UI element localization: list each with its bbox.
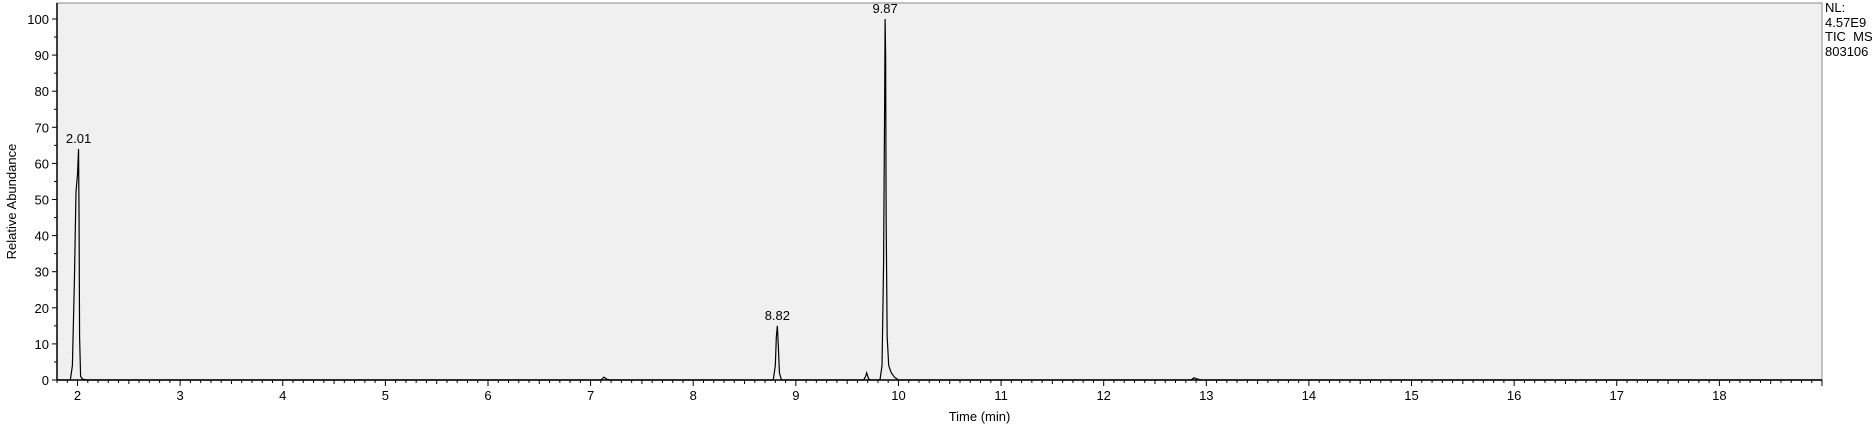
plot-area bbox=[56, 2, 1823, 381]
y-tick-label: 40 bbox=[35, 229, 49, 244]
x-tick-label: 4 bbox=[279, 388, 286, 403]
x-tick-label: 8 bbox=[690, 388, 697, 403]
y-tick-label: 30 bbox=[35, 265, 49, 280]
peak-label: 2.01 bbox=[66, 131, 91, 146]
scan-filter: TIC MS bbox=[1825, 29, 1873, 44]
nl-label: NL: bbox=[1825, 0, 1846, 15]
tick-labels: 2 3 4 5 6 7 8 9 10 11 12 13 14 15 16 17 18 0 10 20 30 40 50 60 7… bbox=[27, 12, 1726, 403]
x-tick-label: 11 bbox=[994, 388, 1008, 403]
y-tick-label: 20 bbox=[35, 301, 49, 316]
x-tick-label: 10 bbox=[891, 388, 905, 403]
x-tick-label: 12 bbox=[1096, 388, 1110, 403]
y-tick-label: 50 bbox=[35, 193, 49, 208]
peak-label: 9.87 bbox=[872, 1, 897, 16]
x-tick-label: 9 bbox=[792, 388, 799, 403]
x-tick-label: 17 bbox=[1610, 388, 1624, 403]
y-axis-title: Relative Abundance bbox=[4, 144, 19, 260]
x-tick-label: 18 bbox=[1712, 388, 1726, 403]
info-panel: NL: 4.57E9 TIC MS 803106 bbox=[1825, 0, 1873, 59]
nl-value: 4.57E9 bbox=[1825, 14, 1867, 30]
y-tick-label: 90 bbox=[35, 48, 49, 63]
x-tick-label: 16 bbox=[1507, 388, 1521, 403]
x-tick-label: 5 bbox=[382, 388, 389, 403]
x-axis-title: Time (min) bbox=[949, 409, 1011, 424]
x-tick-label: 13 bbox=[1199, 388, 1213, 403]
x-tick-label: 14 bbox=[1302, 388, 1316, 403]
y-tick-label: 0 bbox=[42, 373, 49, 388]
y-tick-label: 80 bbox=[35, 84, 49, 99]
y-tick-label: 60 bbox=[35, 156, 49, 171]
x-tick-label: 3 bbox=[177, 388, 184, 403]
y-tick-label: 70 bbox=[35, 120, 49, 135]
y-tick-label: 10 bbox=[35, 337, 49, 352]
x-tick-label: 7 bbox=[587, 388, 594, 403]
peak-labels: 2.01 8.82 9.87 bbox=[66, 1, 898, 323]
y-tick-label: 100 bbox=[27, 12, 49, 27]
file-name: 803106 bbox=[1825, 43, 1869, 59]
peak-label: 8.82 bbox=[765, 308, 790, 323]
x-tick-label: 15 bbox=[1404, 388, 1418, 403]
x-tick-label: 6 bbox=[484, 388, 491, 403]
x-tick-label: 2 bbox=[74, 388, 81, 403]
